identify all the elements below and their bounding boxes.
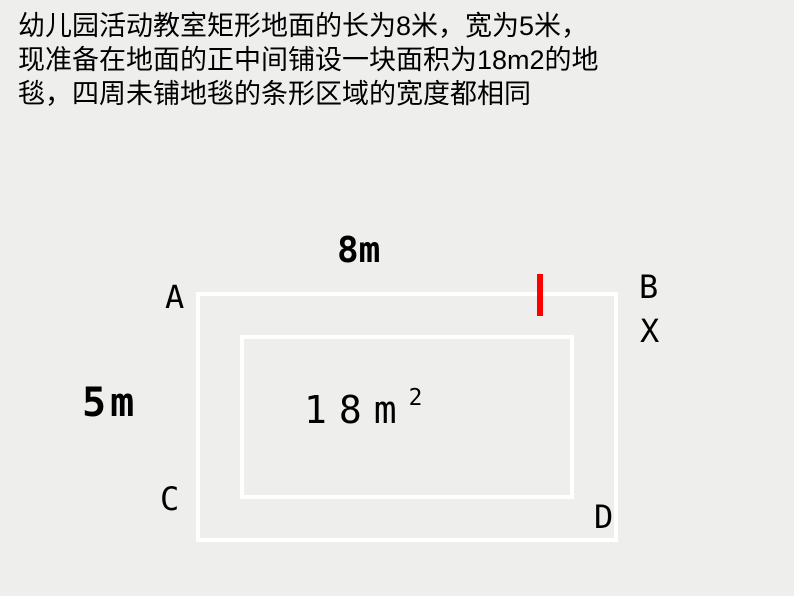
label-c: C (160, 480, 179, 518)
label-x: X (640, 312, 659, 350)
problem-line-1: 幼儿园活动教室矩形地面的长为8米，宽为5米， (18, 11, 588, 41)
label-area-pre: 18m (304, 388, 409, 432)
label-x-text: X (640, 312, 659, 350)
label-b: B (639, 268, 658, 306)
label-8m: 8m (337, 230, 380, 271)
width-marker-red (537, 274, 543, 316)
label-area: 18m2 (304, 388, 434, 432)
problem-line-3: 毯，四周未铺地毯的条形区域的宽度都相同 (18, 79, 531, 109)
label-d-text: D (594, 498, 613, 536)
problem-line-2: 现准备在地面的正中间铺设一块面积为18m2的地 (18, 45, 599, 75)
problem-statement: 幼儿园活动教室矩形地面的长为8米，宽为5米， 现准备在地面的正中间铺设一块面积为… (18, 10, 764, 111)
label-5m-text: 5m (82, 380, 138, 426)
label-c-text: C (160, 480, 179, 518)
label-area-sup: 2 (409, 385, 435, 411)
label-8m-text: 8m (337, 230, 380, 271)
label-a: A (165, 278, 184, 316)
label-a-text: A (165, 278, 184, 316)
label-d: D (594, 498, 613, 536)
label-5m: 5m (82, 380, 138, 426)
label-b-text: B (639, 268, 658, 306)
